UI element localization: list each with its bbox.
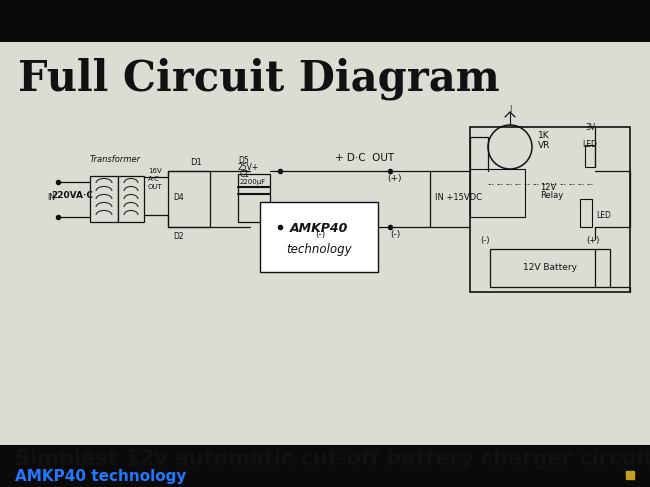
Bar xyxy=(118,176,144,222)
Text: LED: LED xyxy=(582,140,597,149)
Text: IN +15VDC: IN +15VDC xyxy=(435,192,482,202)
Bar xyxy=(470,127,630,292)
Bar xyxy=(470,169,525,217)
Text: + D·C  OUT: + D·C OUT xyxy=(335,153,395,163)
Bar xyxy=(0,42,650,445)
Text: 2200µF: 2200µF xyxy=(240,179,266,185)
Text: 25V+: 25V+ xyxy=(238,163,259,172)
Text: technology: technology xyxy=(286,243,352,256)
Text: A·C: A·C xyxy=(148,176,160,182)
Text: 3V: 3V xyxy=(585,123,595,132)
Text: Simplest 12v automatic cut-off battery charger circuit: Simplest 12v automatic cut-off battery c… xyxy=(15,449,650,469)
Text: Full Circuit Diagram: Full Circuit Diagram xyxy=(18,57,500,99)
Text: OUT: OUT xyxy=(148,184,162,190)
Bar xyxy=(238,174,270,222)
Bar xyxy=(168,171,210,227)
Text: Relay: Relay xyxy=(540,191,564,200)
Text: D5: D5 xyxy=(238,156,249,165)
Text: D2: D2 xyxy=(173,232,183,241)
Text: 12V: 12V xyxy=(540,183,556,192)
Bar xyxy=(260,202,378,272)
Text: (+): (+) xyxy=(388,174,402,184)
Text: 1K: 1K xyxy=(538,131,550,139)
Text: (-): (-) xyxy=(480,236,489,244)
Text: |: | xyxy=(509,106,511,112)
Text: AMKP40: AMKP40 xyxy=(290,223,348,236)
Text: (-): (-) xyxy=(315,230,325,240)
Text: D1: D1 xyxy=(190,158,202,167)
Text: 16V: 16V xyxy=(148,168,162,174)
Text: C1: C1 xyxy=(240,170,250,179)
Text: Transformer: Transformer xyxy=(90,155,140,164)
Text: LED: LED xyxy=(596,210,611,220)
Bar xyxy=(580,199,592,227)
Text: IN: IN xyxy=(47,192,55,202)
Bar xyxy=(90,176,118,222)
Text: D4: D4 xyxy=(173,192,184,202)
Bar xyxy=(0,0,650,42)
Bar xyxy=(490,249,610,287)
Text: 12V Battery: 12V Battery xyxy=(523,263,577,273)
Text: VR: VR xyxy=(538,141,551,150)
Bar xyxy=(585,145,595,167)
Text: 220VA·C: 220VA·C xyxy=(51,190,93,200)
Bar xyxy=(0,445,650,487)
Text: AMKP40 technology: AMKP40 technology xyxy=(15,469,187,484)
Text: (-): (-) xyxy=(390,230,400,240)
Text: (+): (+) xyxy=(586,236,600,244)
